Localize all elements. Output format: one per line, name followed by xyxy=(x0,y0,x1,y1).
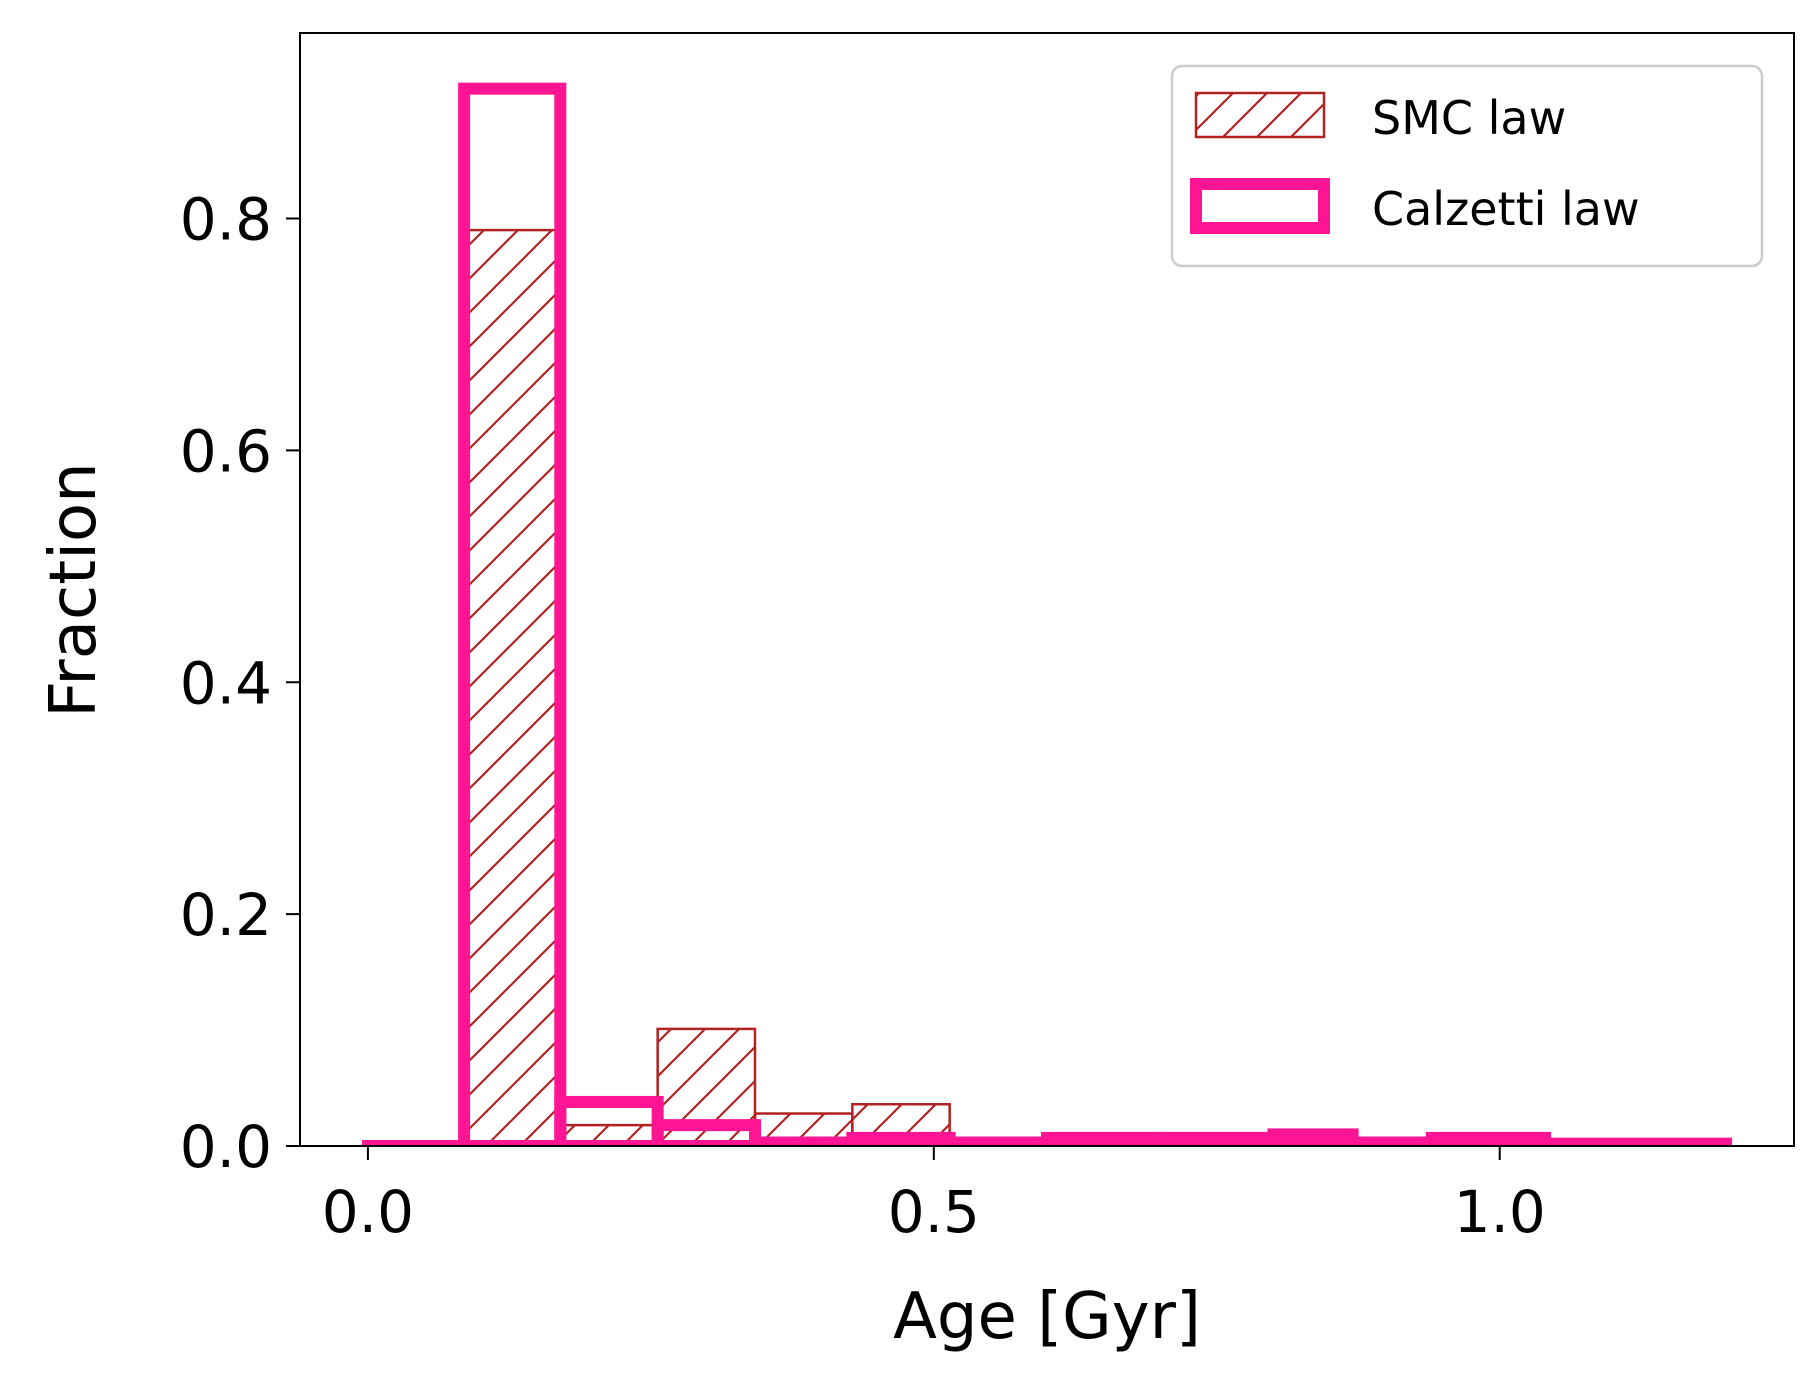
calzetti-bar xyxy=(846,1131,956,1146)
axes-ticks: 0.0 0.5 1.0 0.0 0.2 0.4 0.6 0.8 xyxy=(180,186,1546,1247)
y-axis-label: Fraction xyxy=(37,462,111,717)
legend-label-calzetti: Calzetti law xyxy=(1372,182,1640,236)
y-tick-label: 0.4 xyxy=(180,649,272,717)
legend-swatch-calzetti xyxy=(1190,178,1330,234)
y-tick-label: 0.8 xyxy=(180,186,272,254)
calzetti-bar xyxy=(1539,1137,1733,1146)
plot-frame xyxy=(299,32,1795,1147)
y-tick-label: 0.0 xyxy=(180,1113,272,1181)
y-tick-label: 0.2 xyxy=(180,881,272,949)
x-axis-label: Age [Gyr] xyxy=(893,1280,1201,1354)
x-tick-label: 0.0 xyxy=(322,1178,414,1246)
legend-label-smc: SMC law xyxy=(1372,91,1566,145)
calzetti-bar xyxy=(1267,1128,1359,1146)
legend-swatch-smc xyxy=(1194,91,1326,139)
x-tick-label: 0.5 xyxy=(888,1178,980,1246)
calzetti-bar xyxy=(1041,1131,1167,1146)
calzetti-bar xyxy=(1425,1131,1552,1146)
smc-bar xyxy=(462,228,562,1146)
calzetti-bar xyxy=(1154,1131,1280,1146)
y-tick-label: 0.6 xyxy=(180,417,272,485)
legend: SMC law Calzetti law xyxy=(1170,64,1764,268)
x-tick-label: 1.0 xyxy=(1454,1178,1546,1246)
